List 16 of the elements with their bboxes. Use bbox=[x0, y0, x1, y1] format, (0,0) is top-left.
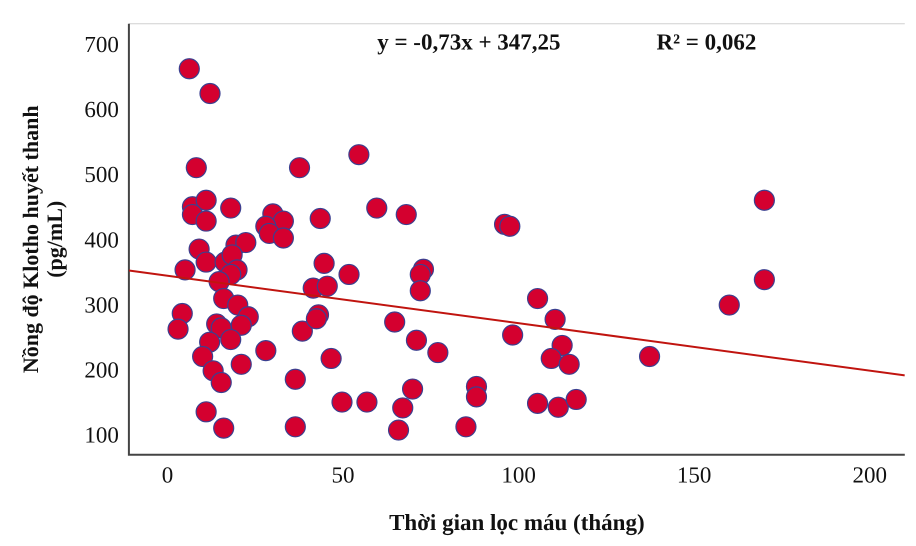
x-tick-label: 50 bbox=[332, 462, 355, 488]
x-tick-label: 100 bbox=[501, 462, 536, 488]
x-tick-label: 150 bbox=[676, 462, 712, 488]
x-tick-label: 200 bbox=[852, 462, 887, 488]
annotation: y = -0,73x + 347,25 bbox=[377, 30, 561, 55]
y-tick-label: 300 bbox=[84, 292, 119, 318]
x-axis-title: Thời gian lọc máu (tháng) bbox=[389, 510, 645, 536]
y-tick-label: 200 bbox=[84, 358, 119, 383]
y-tick-label: 500 bbox=[84, 162, 119, 188]
annotation: R² = 0,062 bbox=[656, 30, 756, 55]
y-tick-label: 600 bbox=[84, 97, 119, 122]
y-tick-label: 400 bbox=[84, 227, 119, 252]
x-tick-label: 0 bbox=[162, 462, 174, 488]
y-tick-label: 100 bbox=[84, 422, 119, 448]
y-axis-title: Nồng độ Klotho huyết thanh (pg/mL) bbox=[18, 105, 67, 374]
y-tick-label: 700 bbox=[84, 32, 119, 57]
